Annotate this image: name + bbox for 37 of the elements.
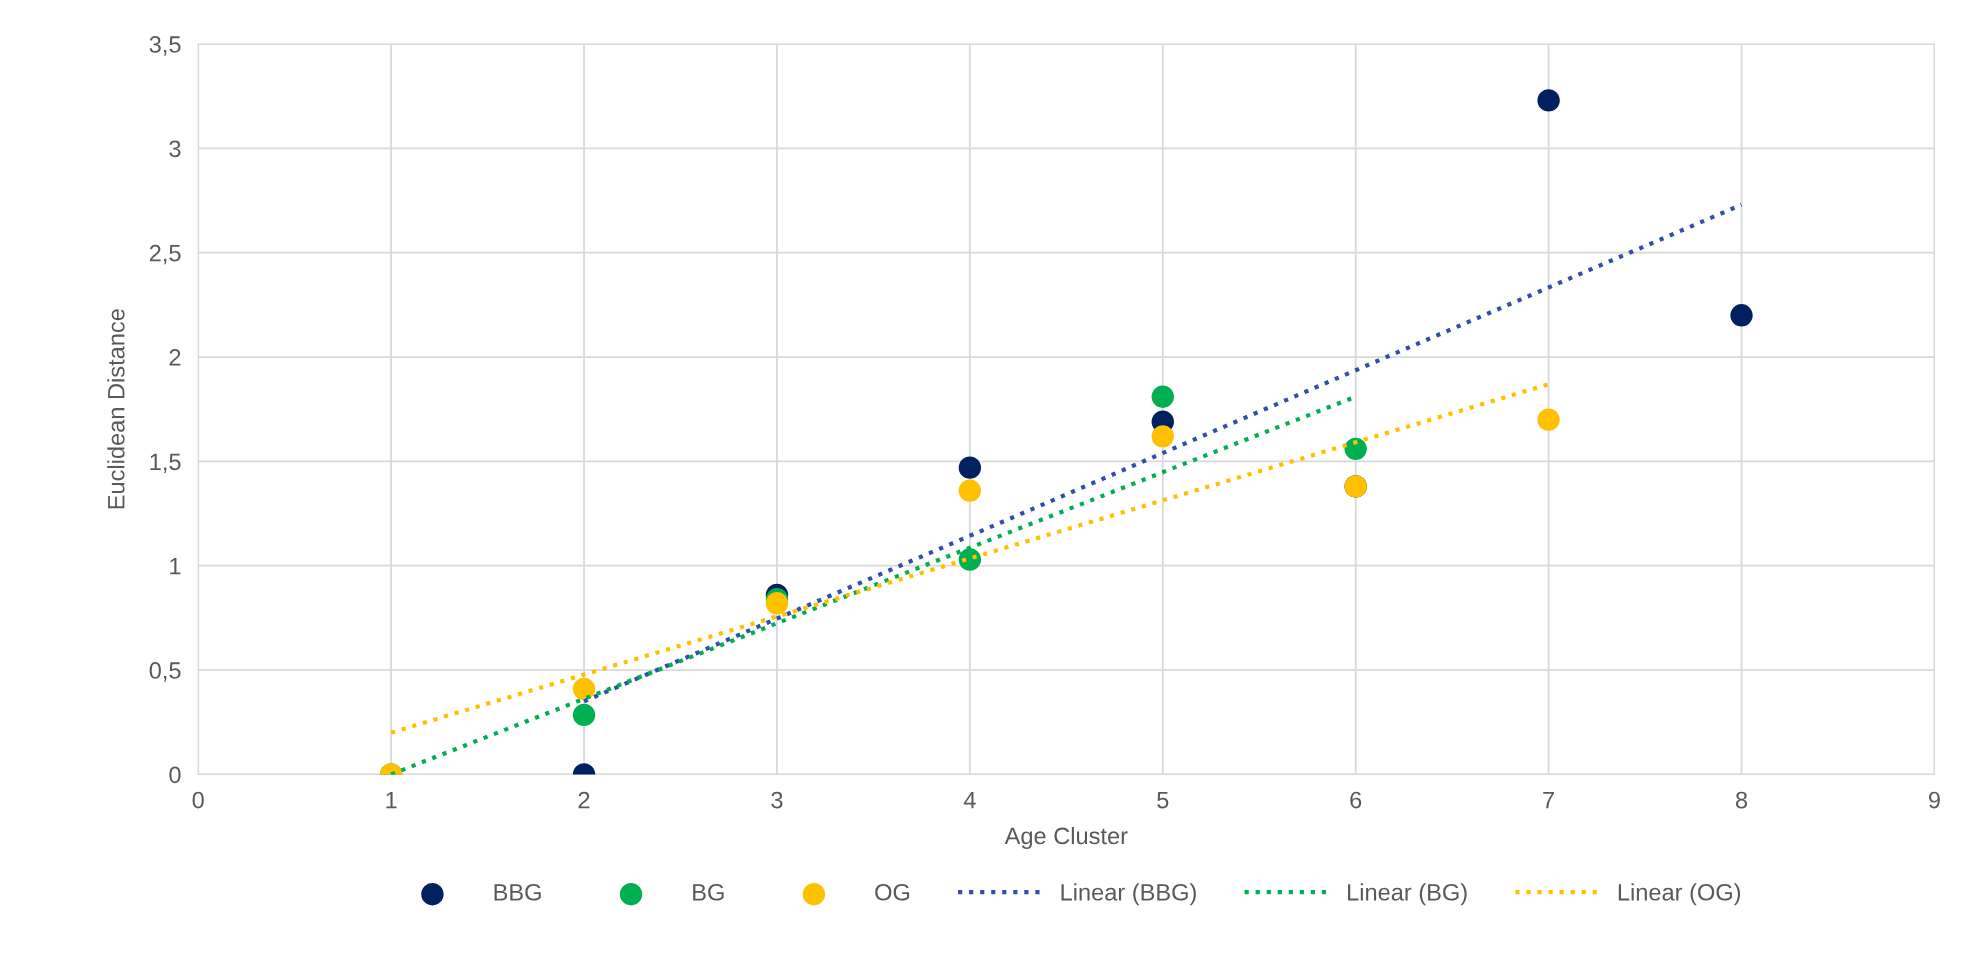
point [572, 677, 596, 701]
point [958, 456, 982, 479]
legend-label: BG [693, 883, 724, 901]
point [765, 592, 789, 615]
y-tick-label: 3 [169, 140, 181, 158]
point [1151, 425, 1174, 448]
x-tick-label: 8 [1735, 791, 1748, 809]
legend-label: Linear (OG) [1618, 883, 1741, 906]
point [958, 479, 982, 502]
y-tick-label: 1,5 [150, 453, 181, 473]
legend-label: Linear (BBG) [1061, 883, 1196, 906]
y-tick-label: 0,5 [149, 662, 181, 682]
legend-label: BBG [494, 883, 541, 901]
point [1537, 408, 1560, 431]
y-tick-label: 2,5 [149, 244, 181, 265]
x-tick-label: 7 [1543, 791, 1554, 809]
point [1730, 304, 1753, 327]
x-tick-label: 1 [386, 791, 397, 809]
x-tick-label: 0 [192, 791, 204, 809]
point [1537, 89, 1560, 112]
x-tick-label: 6 [1350, 791, 1362, 809]
x-tick-label: 2 [578, 791, 590, 809]
x-tick-label: 3 [771, 791, 783, 809]
y-tick-label: 0 [169, 766, 181, 784]
point [1344, 437, 1367, 461]
x-tick-label: 4 [963, 791, 976, 809]
y-axis-title: Euclidean Distance [107, 309, 125, 509]
legend-label: Linear (BG) [1348, 883, 1467, 906]
legend-label: OG [875, 883, 910, 901]
x-tick-label: 5 [1157, 791, 1169, 809]
point [572, 703, 596, 727]
point [1151, 385, 1174, 408]
y-tick-label: 1 [170, 558, 181, 575]
x-axis-title: Age Cluster [1004, 826, 1128, 849]
y-tick-label: 3,5 [149, 36, 181, 56]
x-tick-label: 9 [1928, 791, 1940, 809]
y-tick-label: 2 [169, 349, 181, 366]
